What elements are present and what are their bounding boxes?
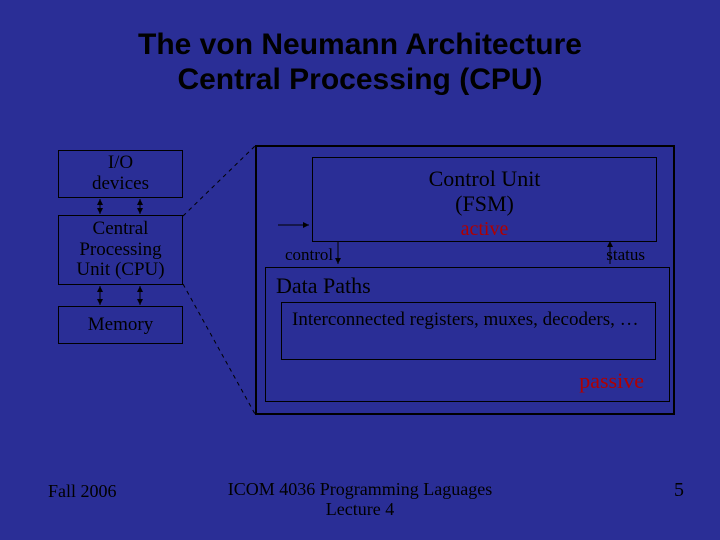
cu-line2: (FSM) [455,191,514,216]
status-arrow-label: status [606,245,645,265]
active-label: active [313,218,656,241]
footer-course: ICOM 4036 Programming Laguages Lecture 4 [0,479,720,520]
passive-label: passive [579,368,644,394]
cpu-detail-box: Control Unit (FSM) active control status… [255,145,675,415]
io-devices-label: I/O devices [92,153,149,195]
title-line-1: The von Neumann Architecture [138,28,582,61]
slide-number: 5 [674,479,684,502]
data-paths-inner: Interconnected registers, muxes, decoder… [281,302,656,360]
control-arrow-label: control [285,245,333,265]
cpu-label: Central Processing Unit (CPU) [76,219,164,282]
slide-title: The von Neumann Architecture Central Pro… [0,28,720,97]
control-unit-box: Control Unit (FSM) active [312,157,657,242]
control-unit-title: Control Unit (FSM) [313,166,656,217]
memory-box: Memory [58,306,183,344]
data-paths-title: Data Paths [276,273,371,299]
cpu-box: Central Processing Unit (CPU) [58,215,183,285]
memory-label: Memory [88,315,153,336]
io-devices-box: I/O devices [58,150,183,198]
data-paths-box: Data Paths Interconnected registers, mux… [265,267,670,402]
cu-line1: Control Unit [429,166,541,191]
footer-course-text: ICOM 4036 Programming Laguages Lecture 4 [228,479,492,520]
data-paths-desc: Interconnected registers, muxes, decoder… [292,309,639,330]
title-line-2: Central Processing (CPU) [177,63,542,96]
